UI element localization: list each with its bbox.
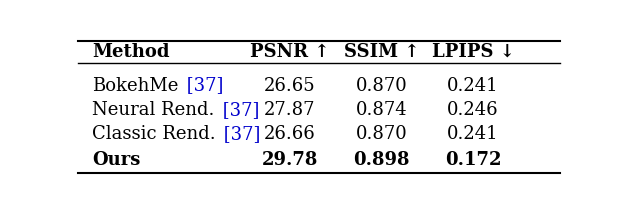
- Text: 0.870: 0.870: [356, 76, 407, 94]
- Text: [37]: [37]: [217, 101, 259, 119]
- Text: Classic Rend.: Classic Rend.: [92, 125, 216, 143]
- Text: 0.870: 0.870: [356, 125, 407, 143]
- Text: SSIM ↑: SSIM ↑: [344, 43, 419, 61]
- Text: 27.87: 27.87: [264, 101, 315, 119]
- Text: 26.66: 26.66: [264, 125, 316, 143]
- Text: 29.78: 29.78: [262, 151, 318, 169]
- Text: PSNR ↑: PSNR ↑: [250, 43, 330, 61]
- Text: 26.65: 26.65: [264, 76, 315, 94]
- Text: Ours: Ours: [92, 151, 141, 169]
- Text: 0.172: 0.172: [445, 151, 501, 169]
- Text: [37]: [37]: [181, 76, 223, 94]
- Text: Neural Rend.: Neural Rend.: [92, 101, 215, 119]
- Text: 0.874: 0.874: [356, 101, 407, 119]
- Text: 0.898: 0.898: [353, 151, 410, 169]
- Text: Method: Method: [92, 43, 170, 61]
- Text: 0.241: 0.241: [447, 125, 499, 143]
- Text: 0.246: 0.246: [447, 101, 499, 119]
- Text: BokehMe: BokehMe: [92, 76, 179, 94]
- Text: LPIPS ↓: LPIPS ↓: [432, 43, 514, 61]
- Text: [37]: [37]: [218, 125, 261, 143]
- Text: 0.241: 0.241: [447, 76, 499, 94]
